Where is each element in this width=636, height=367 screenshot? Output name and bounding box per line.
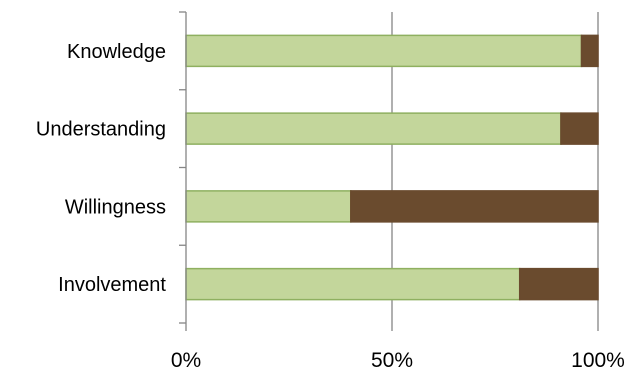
x-tick-label-2: 100% <box>571 349 625 367</box>
bar-knowledge-segment-2 <box>580 34 599 68</box>
bar-understanding-segment-2 <box>560 112 599 145</box>
x-tick-label-1: 50% <box>371 349 413 367</box>
bar-involvement-segment-2 <box>518 267 599 301</box>
bar-involvement-segment-1 <box>185 267 521 301</box>
bar-willingness-segment-2 <box>350 190 599 223</box>
category-label-willingness: Willingness <box>65 196 166 218</box>
category-label-understanding: Understanding <box>36 119 166 141</box>
bar-willingness-segment-1 <box>185 190 352 223</box>
category-labels: Knowledge Understanding Willingness Involve… <box>36 41 167 296</box>
bar-knowledge-segment-1 <box>185 34 583 68</box>
category-label-knowledge: Knowledge <box>67 41 166 63</box>
category-label-involvement: Involvement <box>58 274 166 296</box>
x-tick-label-0: 0% <box>171 349 201 367</box>
x-tick-labels: 0% 50% 100% <box>171 349 625 367</box>
bar-understanding-segment-1 <box>185 112 562 145</box>
axes <box>179 11 599 331</box>
